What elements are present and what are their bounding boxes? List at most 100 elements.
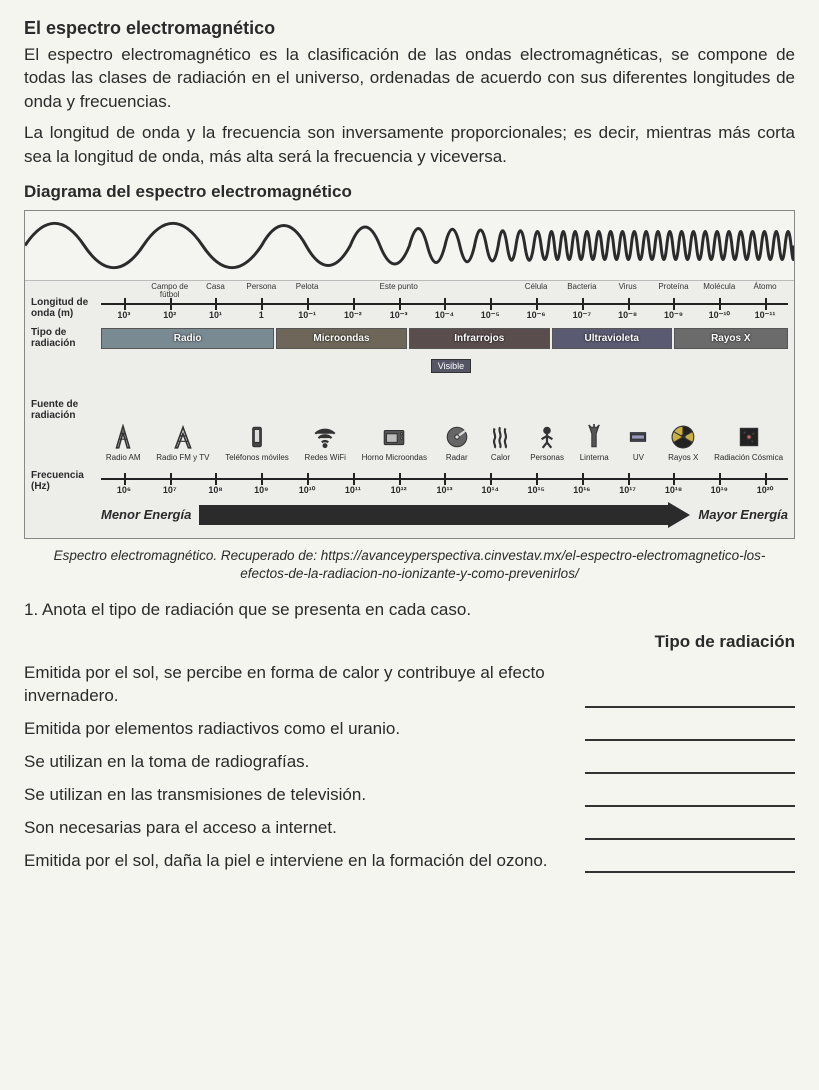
sources-row: Fuente de radiación Visible Radio AM Radi… bbox=[25, 355, 794, 466]
radiation-band: Microondas bbox=[276, 328, 406, 349]
radiation-type-row: Tipo de radiación RadioMicroondasInfrarr… bbox=[25, 321, 794, 355]
phone-icon bbox=[243, 423, 271, 451]
wavelength-tick: 10³ bbox=[101, 310, 147, 321]
wavelength-tick: 10⁻⁵ bbox=[467, 310, 513, 321]
sources-label: Fuente de radiación bbox=[31, 357, 101, 462]
wavelength-tick: 10⁻⁴ bbox=[422, 310, 468, 321]
question-row: Se utilizan en la toma de radiografías. bbox=[24, 751, 795, 774]
question-text: Se utilizan en la toma de radiografías. bbox=[24, 751, 565, 774]
question-text: Se utilizan en las transmisiones de tele… bbox=[24, 784, 565, 807]
radiation-band: Infrarrojos bbox=[409, 328, 550, 349]
source-item: Radar bbox=[443, 423, 471, 462]
wavelength-tick: 1 bbox=[238, 310, 284, 321]
answer-header-row: Tipo de radiación bbox=[24, 632, 795, 652]
answer-blank[interactable] bbox=[585, 688, 795, 708]
radiation-icon bbox=[669, 423, 697, 451]
wavelength-scale-label: Molécula bbox=[696, 283, 742, 299]
frequency-tick: 10¹² bbox=[376, 485, 422, 496]
energy-row: Menor Energía Mayor Energía bbox=[25, 496, 794, 538]
source-label: Radio AM bbox=[106, 453, 141, 462]
source-item: Calor bbox=[486, 423, 514, 462]
wavelength-tick: 10⁻⁸ bbox=[605, 310, 651, 321]
question-text: Emitida por elementos radiactivos como e… bbox=[24, 718, 565, 741]
wavelength-tick: 10² bbox=[147, 310, 193, 321]
paragraph-1: El espectro electromagnético es la clasi… bbox=[24, 43, 795, 113]
visible-band-label: Visible bbox=[431, 359, 471, 373]
question-text: Emitida por el sol, daña la piel e inter… bbox=[24, 850, 565, 873]
spectrum-diagram: Longitud de onda (m) Campo de fútbolCasa… bbox=[24, 210, 795, 539]
wavelength-scale-label: Este punto bbox=[376, 283, 422, 299]
source-label: Teléfonos móviles bbox=[225, 453, 289, 462]
answer-blank[interactable] bbox=[585, 787, 795, 807]
diagram-heading: Diagrama del espectro electromagnético bbox=[24, 182, 795, 202]
source-item: UV bbox=[624, 423, 652, 462]
wavelength-tick: 10¹ bbox=[193, 310, 239, 321]
radiation-band: Radio bbox=[101, 328, 274, 349]
wave-graphic bbox=[25, 211, 794, 281]
answer-blank[interactable] bbox=[585, 820, 795, 840]
question-row: Emitida por el sol, se percibe en forma … bbox=[24, 662, 795, 708]
wavelength-tick: 10⁻² bbox=[330, 310, 376, 321]
wavelength-scale-label: Virus bbox=[605, 283, 651, 299]
question-row: Emitida por el sol, daña la piel e inter… bbox=[24, 850, 795, 873]
wavelength-scale-label: Átomo bbox=[742, 283, 788, 299]
energy-low-label: Menor Energía bbox=[101, 508, 191, 522]
wavelength-tick: 10⁻³ bbox=[376, 310, 422, 321]
source-item: Horno Microondas bbox=[362, 423, 427, 462]
diagram-caption: Espectro electromagnético. Recuperado de… bbox=[44, 547, 775, 582]
oven-icon bbox=[380, 423, 408, 451]
radiation-band: Ultravioleta bbox=[552, 328, 672, 349]
answer-blank[interactable] bbox=[585, 853, 795, 873]
wavelength-scale-label: Célula bbox=[513, 283, 559, 299]
frequency-tick: 10¹⁶ bbox=[559, 485, 605, 496]
wavelength-scale-label: Persona bbox=[238, 283, 284, 299]
source-item: Radio AM bbox=[106, 423, 141, 462]
wavelength-scale-label: Pelota bbox=[284, 283, 330, 299]
frequency-axis: Frecuencia (Hz) 10⁶10⁷10⁸10⁹10¹⁰10¹¹10¹²… bbox=[25, 466, 794, 496]
wavelength-scale-label bbox=[330, 283, 376, 299]
source-label: Linterna bbox=[580, 453, 609, 462]
frequency-tick: 10⁸ bbox=[193, 485, 239, 496]
question-row: Emitida por elementos radiactivos como e… bbox=[24, 718, 795, 741]
frequency-axis-label: Frecuencia (Hz) bbox=[31, 470, 101, 492]
source-item: Rayos X bbox=[668, 423, 698, 462]
tower-icon bbox=[109, 423, 137, 451]
question-row: Son necesarias para el acceso a internet… bbox=[24, 817, 795, 840]
frequency-tick: 10¹⁸ bbox=[651, 485, 697, 496]
source-label: UV bbox=[633, 453, 644, 462]
wavelength-scale-label bbox=[101, 283, 147, 299]
energy-high-label: Mayor Energía bbox=[698, 508, 788, 522]
source-item: Personas bbox=[530, 423, 564, 462]
source-item: Redes WiFi bbox=[305, 423, 346, 462]
tower2-icon bbox=[169, 423, 197, 451]
frequency-tick: 10¹⁴ bbox=[467, 485, 513, 496]
wavelength-tick: 10⁻¹¹ bbox=[742, 310, 788, 321]
wavelength-scale-label: Proteína bbox=[651, 283, 697, 299]
answer-blank[interactable] bbox=[585, 721, 795, 741]
question-text: Emitida por el sol, se percibe en forma … bbox=[24, 662, 565, 708]
source-label: Horno Microondas bbox=[362, 453, 427, 462]
source-label: Personas bbox=[530, 453, 564, 462]
frequency-tick: 10⁶ bbox=[101, 485, 147, 496]
paragraph-2: La longitud de onda y la frecuencia son … bbox=[24, 121, 795, 168]
source-label: Redes WiFi bbox=[305, 453, 346, 462]
wavelength-tick: 10⁻⁷ bbox=[559, 310, 605, 321]
radiation-band: Rayos X bbox=[674, 328, 788, 349]
source-label: Radar bbox=[446, 453, 468, 462]
heat-icon bbox=[486, 423, 514, 451]
answer-column-header: Tipo de radiación bbox=[655, 632, 795, 652]
source-label: Rayos X bbox=[668, 453, 698, 462]
wavelength-tick: 10⁻⁹ bbox=[651, 310, 697, 321]
frequency-tick: 10¹⁹ bbox=[696, 485, 742, 496]
frequency-tick: 10⁹ bbox=[238, 485, 284, 496]
question-intro: 1. Anota el tipo de radiación que se pre… bbox=[24, 600, 795, 620]
wavelength-axis-label: Longitud de onda (m) bbox=[31, 297, 101, 319]
radar-icon bbox=[443, 423, 471, 451]
question-text: Son necesarias para el acceso a internet… bbox=[24, 817, 565, 840]
frequency-tick: 10⁷ bbox=[147, 485, 193, 496]
frequency-tick: 10¹⁰ bbox=[284, 485, 330, 496]
cosmic-icon bbox=[735, 423, 763, 451]
answer-blank[interactable] bbox=[585, 754, 795, 774]
source-item: Radiación Cósmica bbox=[714, 423, 783, 462]
source-label: Radiación Cósmica bbox=[714, 453, 783, 462]
